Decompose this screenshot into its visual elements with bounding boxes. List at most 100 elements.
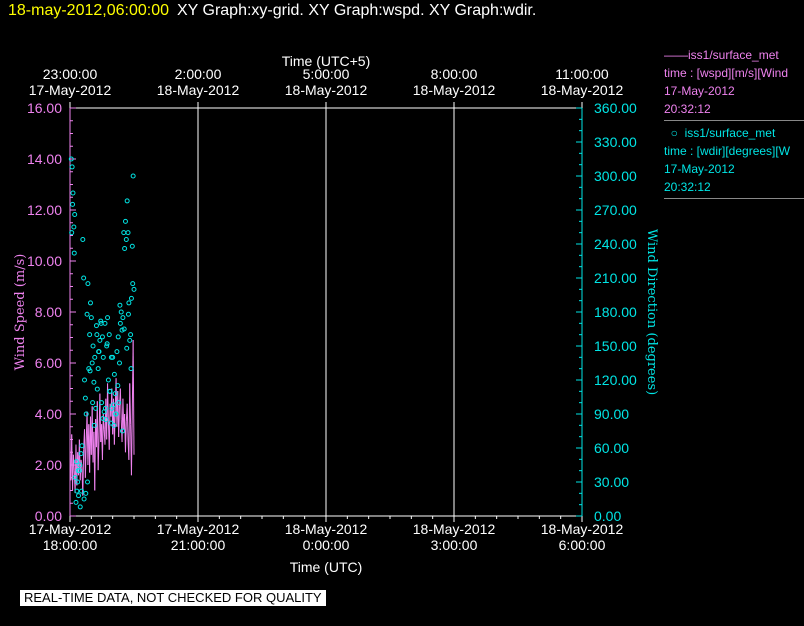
wind-direction-point <box>113 411 119 417</box>
y-left-tick-label: 4.00 <box>35 406 62 422</box>
wind-direction-point <box>112 391 118 397</box>
wind-direction-point <box>79 488 85 494</box>
wind-direction-point <box>122 218 128 224</box>
y-right-tick-label: 210.00 <box>594 270 637 286</box>
wind-direction-point <box>99 400 105 406</box>
wind-direction-point <box>81 275 87 281</box>
top-tick-label-time: 11:00:00 <box>555 66 609 82</box>
wind-direction-point <box>68 156 74 162</box>
y-right-tick-label: 360.00 <box>594 100 637 116</box>
wind-direction-point <box>88 315 94 321</box>
y-left-tick-label: 8.00 <box>35 304 62 320</box>
top-tick-label-date: 18-May-2012 <box>285 82 368 98</box>
wind-direction-point <box>93 405 99 411</box>
x-tick-label-time: 21:00:00 <box>171 537 226 553</box>
y-left-axis-title: Wind Speed (m/s) <box>13 254 28 371</box>
wind-direction-point <box>130 173 136 179</box>
wind-direction-point <box>125 230 131 236</box>
y-left-tick-label: 0.00 <box>35 508 62 524</box>
x-tick-label-time: 0:00:00 <box>303 537 350 553</box>
wind-direction-point <box>104 343 110 349</box>
wind-direction-point <box>78 451 84 457</box>
wind-direction-point <box>124 345 130 351</box>
y-right-tick-label: 30.00 <box>594 474 629 490</box>
wind-direction-point <box>72 212 78 218</box>
x-tick-label-date: 17-May-2012 <box>29 521 112 537</box>
wind-direction-point <box>122 246 128 252</box>
wind-direction-point <box>87 332 93 338</box>
wind-direction-point <box>98 318 104 324</box>
wind-direction-point <box>81 496 87 502</box>
wind-direction-point <box>90 400 96 406</box>
wind-direction-point <box>85 281 91 287</box>
legend-wspd-variable: time : [wspd][m/s][Wind <box>664 66 789 80</box>
wind-direction-point <box>77 462 83 468</box>
top-axis-title: Time (UTC+5) <box>282 53 371 69</box>
y-right-tick-label: 180.00 <box>594 304 637 320</box>
wind-direction-point <box>93 323 99 329</box>
wind-direction-point <box>115 334 121 340</box>
wind-direction-point <box>130 281 136 287</box>
wind-direction-point <box>84 311 90 317</box>
wind-direction-point <box>120 315 126 321</box>
wind-direction-point <box>121 326 127 332</box>
wind-direction-point <box>116 360 122 366</box>
title-datetime: 18-may-2012,06:00:00 <box>8 2 169 19</box>
y-right-tick-label: 120.00 <box>594 372 637 388</box>
wind-direction-point <box>75 468 81 474</box>
wind-direction-point <box>111 402 117 408</box>
legend-wspd-date: 17-May-2012 <box>664 84 735 98</box>
top-tick-label-time: 23:00:00 <box>43 66 98 82</box>
wind-direction-point <box>114 349 120 355</box>
wind-direction-point <box>72 474 78 480</box>
wind-direction-point <box>104 341 110 347</box>
wind-direction-point <box>124 198 130 204</box>
wind-direction-point <box>117 320 123 326</box>
wind-direction-point <box>89 360 95 366</box>
legend-item-wspd[interactable]: ——iss1/surface_met time : [wspd][m/s][Wi… <box>664 46 804 121</box>
top-tick-label-date: 18-May-2012 <box>157 82 240 98</box>
wind-direction-point <box>100 354 106 360</box>
wind-direction-point <box>92 354 98 360</box>
wind-direction-point <box>128 295 134 301</box>
wind-direction-point <box>70 201 76 207</box>
y-right-tick-label: 60.00 <box>594 440 629 456</box>
x-tick-label-date: 18-May-2012 <box>413 521 496 537</box>
legend-circle-swatch: ○ <box>664 126 685 140</box>
wind-direction-point <box>126 300 132 306</box>
wind-speed-segment <box>108 403 111 450</box>
wind-direction-point <box>117 302 123 308</box>
wind-direction-point <box>87 368 93 374</box>
x-tick-label-time: 18:00:00 <box>43 537 98 553</box>
wind-speed-segment <box>126 403 129 440</box>
wind-direction-series <box>68 156 137 510</box>
legend-line-swatch: —— <box>664 48 688 62</box>
wind-direction-point <box>98 320 104 326</box>
wind-direction-point <box>102 405 108 411</box>
legend-wdir-date: 17-May-2012 <box>664 162 735 176</box>
wind-direction-point <box>95 366 101 372</box>
legend-wdir-variable: time : [wdir][degrees][W <box>664 144 791 158</box>
legend-item-wdir[interactable]: ○ iss1/surface_met time : [wdir][degrees… <box>664 124 804 199</box>
wind-direction-point <box>103 417 109 423</box>
wind-direction-point <box>71 224 77 230</box>
top-tick-label-time: 8:00:00 <box>431 66 478 82</box>
wind-direction-point <box>79 443 85 449</box>
wind-direction-point <box>129 243 135 249</box>
y-right-tick-label: 270.00 <box>594 202 637 218</box>
y-right-tick-label: 90.00 <box>594 406 629 422</box>
wind-direction-point <box>76 493 82 499</box>
wind-direction-point <box>77 504 83 510</box>
wind-direction-point <box>108 354 114 360</box>
legend-wspd-time: 20:32:12 <box>664 102 711 116</box>
wind-direction-point <box>87 300 93 306</box>
top-tick-label-date: 18-May-2012 <box>541 82 624 98</box>
wind-direction-point <box>99 334 105 340</box>
wind-direction-point <box>121 230 127 236</box>
wind-direction-point <box>111 422 117 428</box>
title-graphs: XY Graph:xy-grid. XY Graph:wspd. XY Grap… <box>177 2 537 19</box>
wind-speed-segment <box>118 406 120 437</box>
wind-direction-point <box>118 309 124 315</box>
wind-direction-point <box>94 332 100 338</box>
wind-direction-point <box>97 337 103 343</box>
